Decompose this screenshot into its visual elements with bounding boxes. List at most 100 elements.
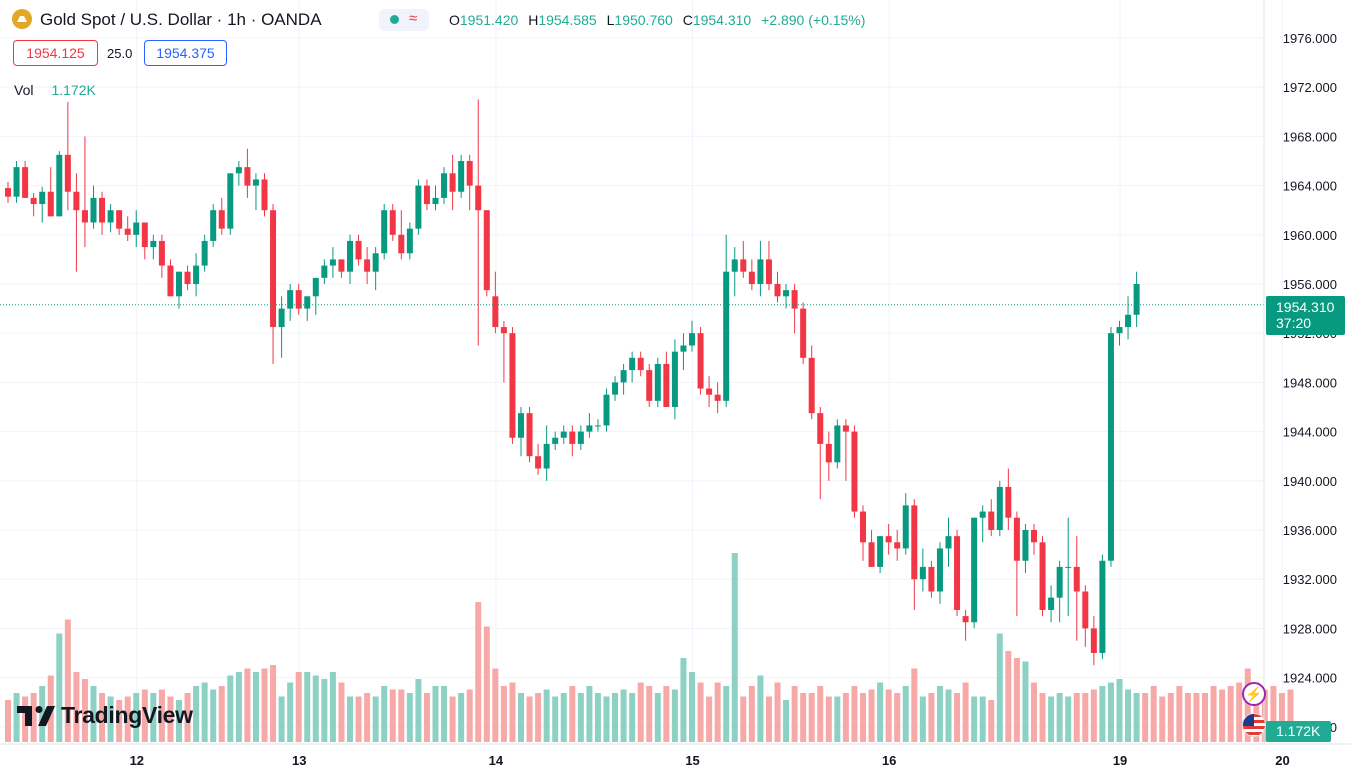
- candle-body: [928, 566, 935, 592]
- candle-body: [1022, 530, 1029, 561]
- candle-body: [381, 210, 388, 254]
- candle-body: [748, 271, 755, 284]
- candle: [765, 240, 772, 291]
- volume-bar: [193, 686, 200, 742]
- us-flag-icon[interactable]: [1242, 713, 1266, 737]
- tradingview-logo[interactable]: TradingView: [17, 702, 193, 729]
- candle: [526, 407, 533, 463]
- change-value: +2.890 (+0.15%): [761, 12, 866, 28]
- candle-body: [569, 431, 576, 444]
- candle: [218, 197, 225, 235]
- candle: [184, 265, 191, 291]
- candle-body: [492, 296, 499, 328]
- candle-body: [560, 431, 567, 438]
- candle: [133, 210, 140, 248]
- candle-body: [552, 437, 559, 444]
- candle-body: [312, 277, 319, 297]
- candle-body: [133, 222, 140, 235]
- volume-bar: [252, 672, 259, 742]
- candle-body: [56, 154, 63, 217]
- candle-body: [304, 296, 311, 309]
- candle: [825, 431, 832, 481]
- market-open-dot-icon: [390, 15, 399, 24]
- volume-bar: [415, 679, 422, 742]
- volume-bar: [834, 696, 841, 742]
- candle-body: [1082, 591, 1089, 629]
- low-label: L: [606, 12, 615, 28]
- open-value: 1951.420: [459, 12, 519, 28]
- buy-button[interactable]: 1954.375: [144, 40, 227, 66]
- volume-bar: [706, 696, 713, 742]
- candle: [654, 357, 661, 407]
- volume-bar: [723, 686, 730, 742]
- volume-bar: [543, 689, 550, 742]
- candle: [911, 499, 918, 610]
- volume-bar: [800, 693, 807, 742]
- volume-legend[interactable]: Vol 1.172K: [14, 82, 96, 98]
- candlesticks: [5, 99, 1140, 666]
- market-status-pill[interactable]: ≈: [379, 9, 429, 31]
- volume-bar: [518, 693, 524, 742]
- candle: [697, 327, 704, 395]
- candle-body: [355, 240, 362, 260]
- close-label: C: [682, 12, 693, 28]
- volume-bar: [81, 679, 88, 742]
- candle: [398, 210, 405, 260]
- candle: [244, 148, 251, 198]
- volume-bar: [594, 693, 601, 742]
- volume-bar: [398, 689, 405, 742]
- volume-bar: [295, 672, 302, 742]
- volume-bar: [1253, 682, 1260, 742]
- candle-body: [347, 240, 353, 272]
- volume-bar: [1150, 686, 1157, 742]
- candle: [475, 99, 482, 346]
- symbol-title[interactable]: Gold Spot / U.S. Dollar · 1h · OANDA: [40, 10, 322, 29]
- candle-body: [594, 425, 601, 427]
- volume-bar: [1184, 693, 1191, 742]
- volume-bar: [1073, 693, 1080, 742]
- candle: [842, 419, 849, 481]
- candle: [936, 542, 943, 604]
- sell-button[interactable]: 1954.125: [13, 40, 98, 66]
- candle: [99, 191, 106, 235]
- candle-body: [731, 259, 738, 272]
- candle-body: [962, 616, 969, 623]
- candle: [808, 345, 815, 420]
- candle: [252, 173, 259, 211]
- candle: [492, 271, 499, 334]
- candle: [432, 185, 439, 211]
- volume-bar: [928, 693, 935, 742]
- candle: [22, 161, 29, 198]
- volume-bar: [689, 672, 695, 742]
- volume-bar: [1167, 693, 1174, 742]
- price-tick-label: 1968.000: [1283, 129, 1337, 144]
- price-axis[interactable]: 1976.000 1972.000 1968.000 1964.000 1960.000…: [1283, 31, 1337, 735]
- candle-body: [646, 370, 653, 401]
- volume-bar: [364, 693, 371, 742]
- candle: [902, 493, 909, 555]
- open-label: O: [449, 12, 460, 28]
- candle: [1013, 511, 1020, 617]
- volume-bar: [1090, 689, 1097, 742]
- price-tick-label: 1956.000: [1283, 277, 1337, 292]
- volume-bar: [954, 693, 961, 742]
- candle: [577, 425, 584, 451]
- candle-body: [466, 161, 473, 186]
- candle: [381, 204, 388, 260]
- lightning-icon[interactable]: ⚡: [1242, 682, 1266, 706]
- candle-body: [1099, 560, 1106, 653]
- time-axis[interactable]: 12 13 14 15 16 19 20: [130, 753, 1290, 768]
- candle: [791, 284, 798, 334]
- candle: [5, 181, 11, 203]
- candle: [1116, 320, 1123, 346]
- candle-body: [184, 271, 191, 284]
- volume-bar: [287, 682, 294, 742]
- candle: [740, 240, 747, 278]
- volume-bar: [988, 700, 995, 742]
- volume-bar: [509, 682, 516, 742]
- candle-body: [1107, 333, 1114, 561]
- volume-bar: [1099, 686, 1106, 742]
- volume-bar: [99, 693, 106, 742]
- candle: [329, 247, 336, 278]
